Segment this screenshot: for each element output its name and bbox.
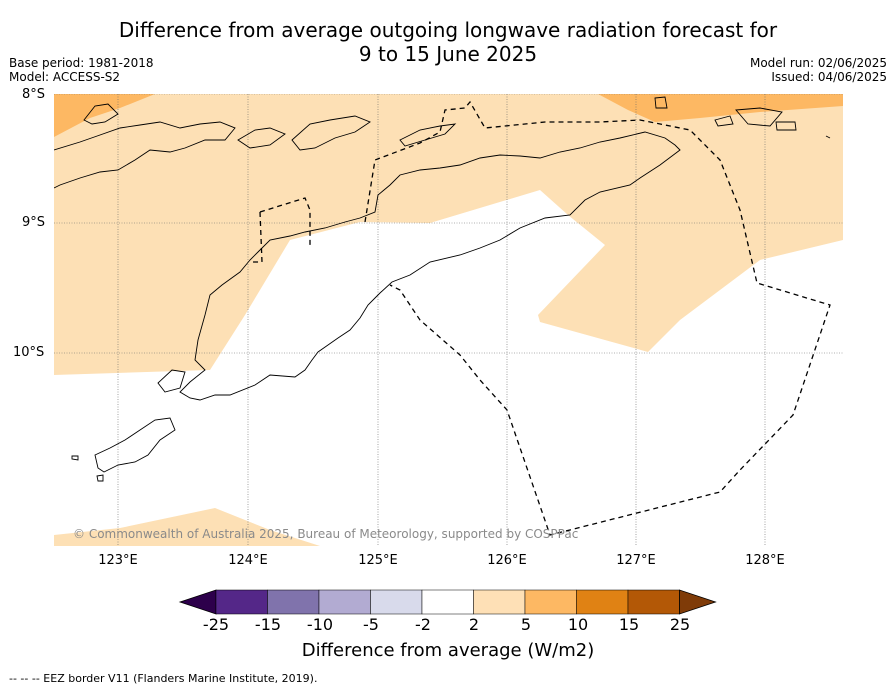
coastline-island-c [291,115,371,151]
anomaly-fill-2-to-5-south [54,508,320,546]
map-area [54,94,843,546]
anomaly-fill-5-to-10-ne [598,94,843,122]
lat-label-10s: 10°S [13,345,45,360]
lon-label-125e: 125°E [358,553,398,568]
coastline-island-d [399,123,457,147]
colorbar-cell-4 [421,589,474,615]
eez-footnote: -- -- -- EEZ border V11 (Flanders Marine… [9,672,318,685]
coastline-island-g [775,121,797,131]
colorbar-label: Difference from average (W/m2) [301,640,595,661]
coastline-rote [157,369,186,393]
coastline-tiny-2 [96,474,104,482]
colorbar-cell-5 [473,589,526,615]
colorbar-tick-0: -25 [202,615,230,634]
chart-title: Difference from average outgoing longwav… [0,18,896,66]
colorbar-extend-high [679,589,717,615]
coastline-island-e [654,96,668,109]
meta-left: Base period: 1981-2018 Model: ACCESS-S2 [9,56,154,84]
base-period-text: Base period: 1981-2018 [9,56,154,70]
colorbar-tick-4: -2 [415,615,431,634]
eez-border [252,100,831,536]
title-line-1: Difference from average outgoing longwav… [118,18,778,42]
anomaly-fill-2-to-5 [54,94,843,375]
lon-label-124e: 124°E [228,553,268,568]
colorbar-tick-9: 25 [669,615,691,634]
colorbar-tick-7: 10 [567,615,589,634]
colorbar-tick-6: 5 [520,615,532,634]
colorbar-cells [178,589,717,615]
lat-label-9s: 9°S [22,215,46,230]
colorbar-tick-3: -5 [363,615,379,634]
copyright-notice: © Commonwealth of Australia 2025, Bureau… [73,527,579,541]
colorbar-tick-1: -15 [254,615,282,634]
coastline-north-islands [54,121,236,189]
lon-label-123e: 123°E [98,553,138,568]
coastline-island-h [714,115,734,127]
colorbar-cell-3 [370,589,423,615]
gridlines [54,94,843,546]
lon-label-126e: 126°E [487,553,527,568]
colorbar-cell-2 [318,589,371,615]
coastline-tiny-3 [825,135,831,139]
lon-label-128e: 128°E [745,553,785,568]
coastline-island-a [83,103,119,125]
coastline-island-f [735,107,783,127]
colorbar-cell-1 [267,589,320,615]
model-run-text: Model run: 02/06/2025 [749,56,887,70]
colorbar-tick-2: -10 [306,615,334,634]
eez-line-timor [364,100,831,536]
coastline-timor [179,131,681,401]
colorbar-tick-8: 15 [618,615,640,634]
colorbar-cell-7 [576,589,629,615]
colorbar-cell-6 [524,589,577,615]
coastlines [54,96,831,482]
colorbar-cell-0 [215,589,268,615]
lat-label-8s: 8°S [22,87,46,102]
coastline-tiny-1 [71,455,79,461]
title-line-2: 9 to 15 June 2025 [358,42,538,66]
coastline-southwest-island [94,417,176,473]
eez-border-main [252,211,263,263]
colorbar-tick-5: 2 [468,615,480,634]
issued-text: Issued: 04/06/2025 [771,70,887,84]
model-text: Model: ACCESS-S2 [9,70,121,84]
meta-right: Model run: 02/06/2025 Issued: 04/06/2025 [750,56,887,84]
colorbar-cell-8 [627,589,680,615]
anomaly-fill-5-to-10-nw [54,94,155,137]
lon-label-127e: 127°E [616,553,656,568]
colorbar-extend-low [178,589,217,615]
coastline-island-b [237,127,286,149]
